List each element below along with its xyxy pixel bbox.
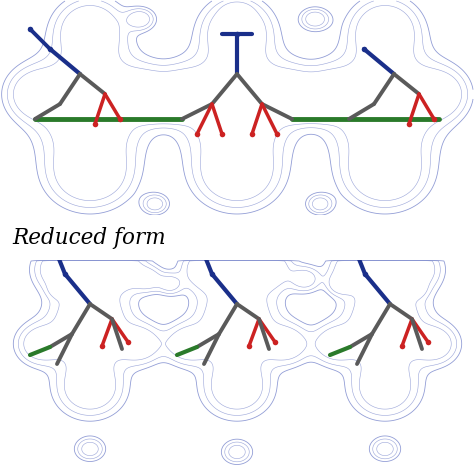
Bar [0, 215, 474, 260]
Text: Reduced form: Reduced form [12, 227, 165, 248]
